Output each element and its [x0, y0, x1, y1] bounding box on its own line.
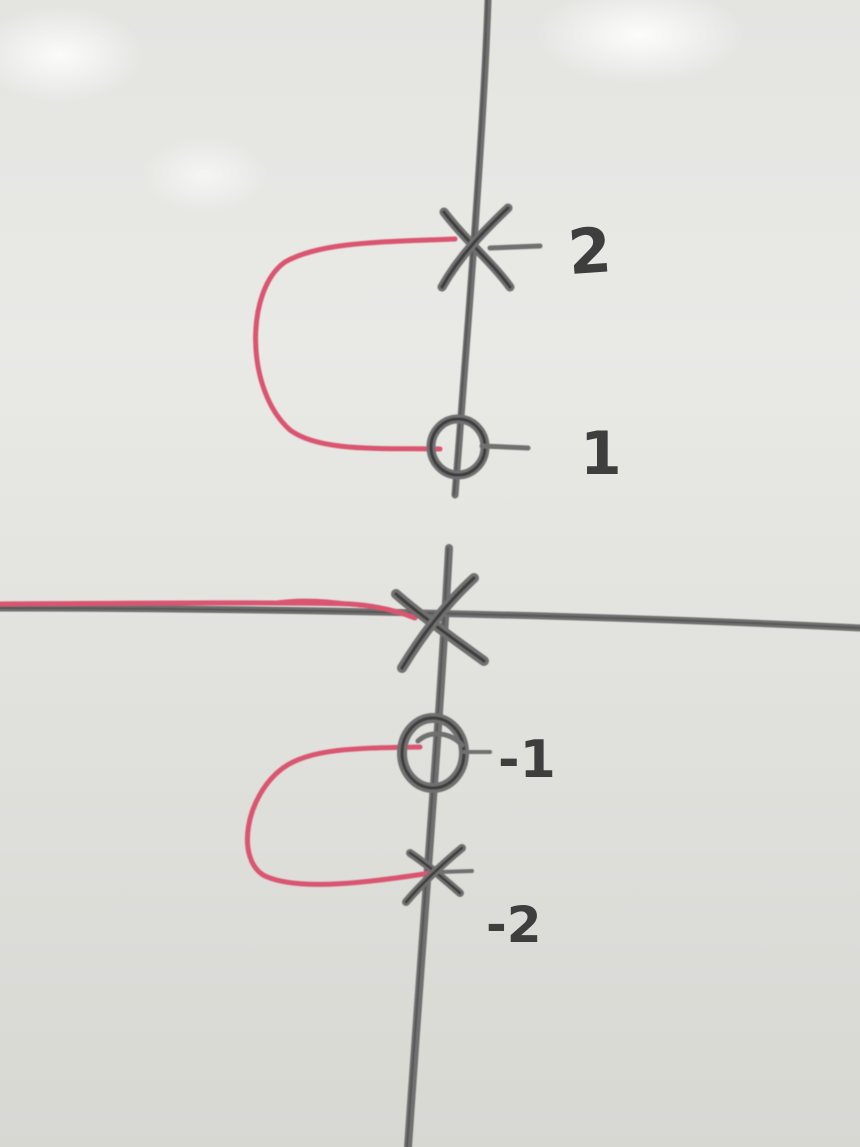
horizontal-red-line [0, 600, 418, 621]
x-mark-lower [402, 844, 474, 906]
o-mark-lower [397, 713, 492, 793]
label-lower-o-value: -1 [498, 730, 556, 790]
horizontal-red-flick [268, 598, 362, 608]
label-upper-o-value: 1 [580, 419, 622, 489]
label-upper-x-value: 2 [566, 213, 614, 289]
x-mark-origin [391, 573, 489, 673]
label-lower-x-value: -2 [486, 896, 542, 954]
lower-red-loop [244, 744, 441, 887]
x-mark-upper [437, 203, 543, 292]
lower-vertical-axis-core [406, 547, 449, 1147]
upper-red-loop [253, 236, 458, 452]
o-mark-upper [426, 414, 531, 480]
